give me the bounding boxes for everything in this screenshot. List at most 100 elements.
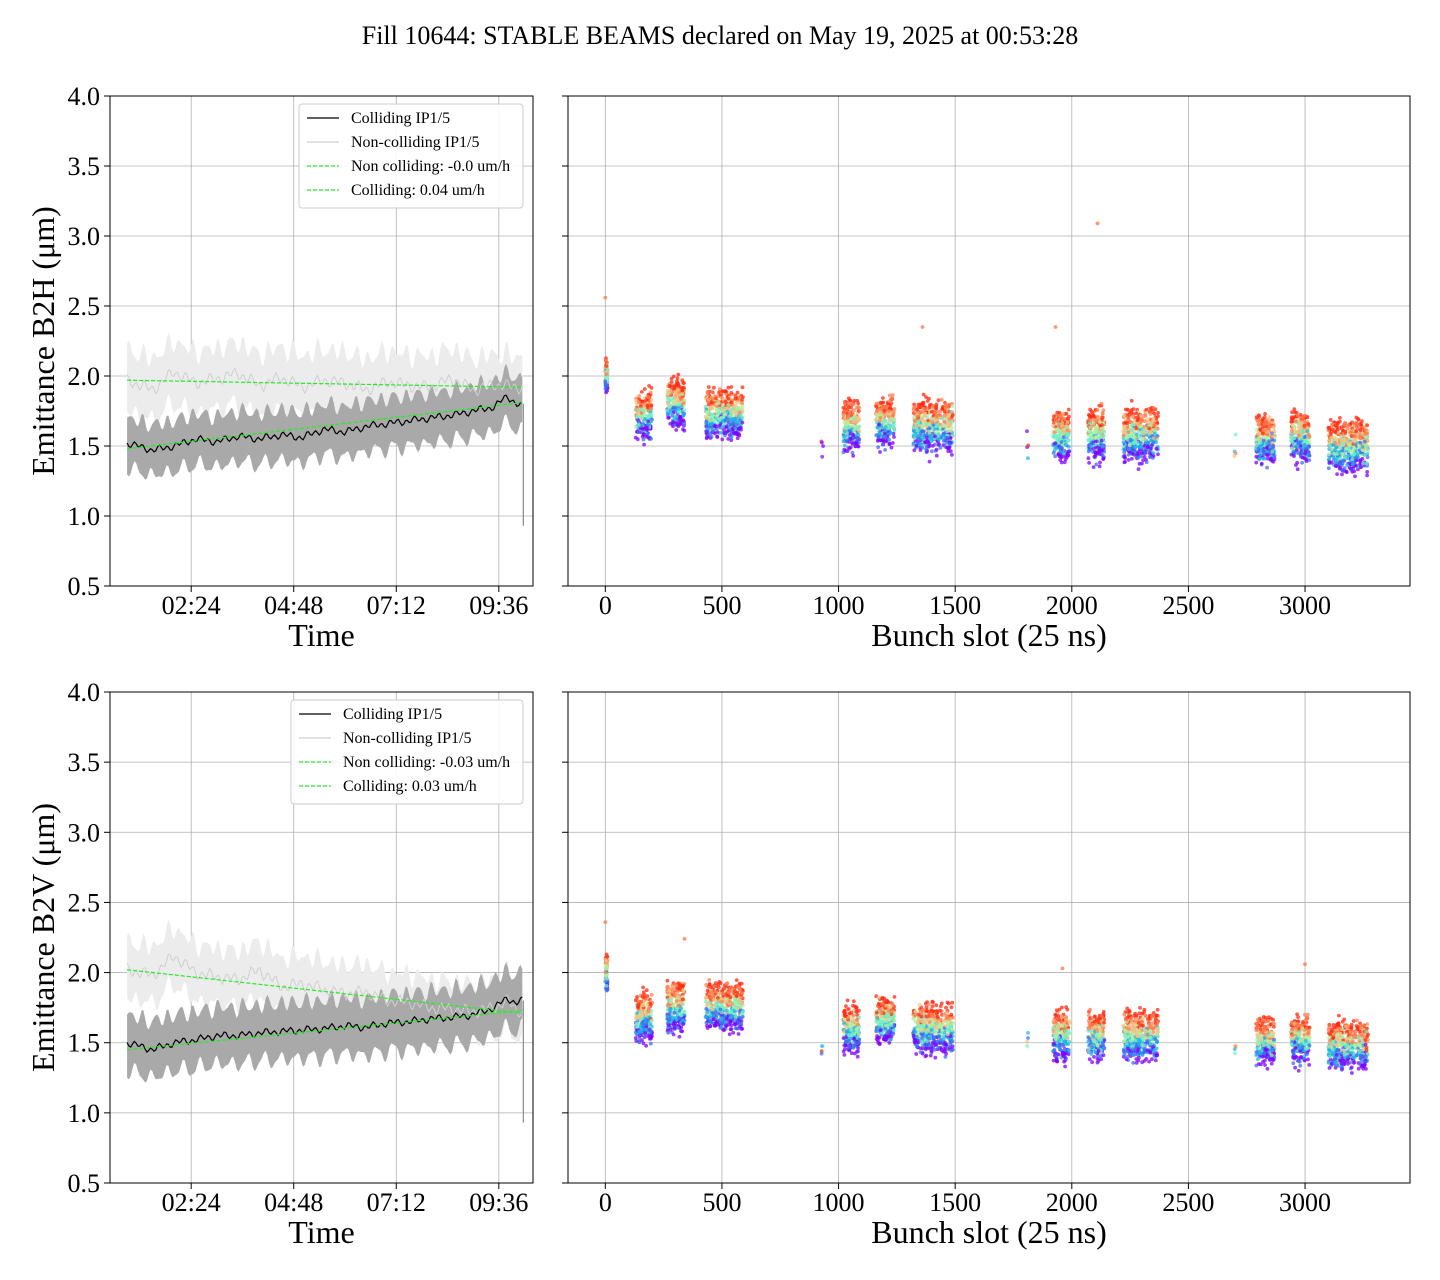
bunch-point xyxy=(1303,451,1308,456)
bunch-point xyxy=(733,1015,738,1019)
bunch-point xyxy=(715,414,719,419)
bunch-point xyxy=(848,445,853,450)
bunch-point xyxy=(1265,453,1270,458)
bunch-point xyxy=(680,392,684,397)
bunch-point xyxy=(1134,411,1138,416)
bunch-point xyxy=(889,445,894,450)
bunch-point xyxy=(924,422,929,427)
bunch-point xyxy=(1130,452,1135,456)
bunch-point xyxy=(1087,413,1091,417)
bunch-point xyxy=(911,425,916,430)
bunch-point xyxy=(1351,462,1355,467)
y-tick-label: 1.0 xyxy=(68,502,101,531)
bunch-point xyxy=(934,406,938,411)
bunch-point xyxy=(889,396,894,401)
bunch-point xyxy=(716,411,721,416)
bunch-point xyxy=(1121,440,1126,444)
bunch-point xyxy=(603,386,608,391)
bunch-point xyxy=(852,428,856,433)
bunch-point xyxy=(682,428,687,433)
bunch-point xyxy=(846,1007,851,1011)
bunch-point xyxy=(1089,409,1094,414)
bunch-point xyxy=(669,376,674,381)
bunch-point xyxy=(1127,413,1131,417)
bunch-point xyxy=(877,418,882,423)
bunch-point xyxy=(740,398,744,402)
bunch-point xyxy=(930,431,935,436)
bunch-point xyxy=(1087,461,1091,465)
bunch-point xyxy=(1266,426,1271,430)
bunch-point xyxy=(677,406,681,411)
bunch-point xyxy=(1342,439,1347,443)
bunch-point xyxy=(646,395,651,399)
bunch-point xyxy=(640,434,645,439)
bunch-point xyxy=(1263,412,1267,416)
bunch-point xyxy=(1062,448,1067,453)
bunch-point xyxy=(1051,424,1056,428)
bunch-point xyxy=(920,429,924,433)
bunch-point xyxy=(676,995,681,999)
x-tick-label: 0 xyxy=(599,1188,612,1217)
bunch-point xyxy=(915,415,920,419)
bunch-point xyxy=(912,402,916,407)
bunch-point xyxy=(712,385,716,390)
y-tick-label: 2.0 xyxy=(68,959,101,988)
bunch-point xyxy=(680,1029,685,1034)
bunch-point xyxy=(1099,433,1104,438)
bunch-point xyxy=(674,405,678,410)
bunch-point xyxy=(1330,422,1335,427)
bunch-point xyxy=(1087,421,1092,425)
bunch-point xyxy=(892,995,897,999)
bunch-point xyxy=(727,1010,732,1015)
bunch-point xyxy=(921,436,926,440)
bunch-point xyxy=(681,412,686,417)
x-tick-label: 02:24 xyxy=(162,591,221,620)
bunch-point xyxy=(1270,431,1274,436)
bunch-point xyxy=(912,448,917,453)
bunch-point xyxy=(641,437,646,442)
bunch-point xyxy=(714,396,718,401)
bunch-point xyxy=(841,412,846,417)
bunch-point xyxy=(1100,453,1105,458)
bunch-point xyxy=(727,433,732,437)
bunch-point xyxy=(845,438,850,442)
bunch-point xyxy=(845,416,850,421)
noncolliding-band xyxy=(127,331,523,433)
outlier-point xyxy=(920,325,925,329)
bunch-point xyxy=(722,1028,726,1033)
bunch-point xyxy=(1267,439,1272,444)
bunch-point xyxy=(714,424,718,429)
bunch-point xyxy=(849,424,854,428)
bunch-point xyxy=(855,1041,860,1045)
bunch-point xyxy=(1153,429,1157,433)
bunch-point xyxy=(1254,437,1258,442)
bunch-point xyxy=(848,398,852,403)
bunch-point xyxy=(845,426,849,430)
bunch-point xyxy=(1130,456,1134,461)
bunch-point xyxy=(891,410,896,415)
bunch-point xyxy=(920,446,925,450)
bunch-point xyxy=(710,991,714,995)
bunch-point xyxy=(672,384,676,389)
bunch-point xyxy=(649,1018,654,1023)
bunch-point xyxy=(603,973,608,978)
bunch-point xyxy=(1089,434,1093,438)
bunch-point xyxy=(847,1038,851,1043)
bunch-point xyxy=(604,358,608,363)
bunch-point xyxy=(649,403,654,408)
bunch-point xyxy=(713,1023,718,1028)
x-tick-label: 2500 xyxy=(1162,591,1214,620)
bunch-point xyxy=(1327,460,1332,465)
bunch-point xyxy=(881,396,885,400)
bunch-point xyxy=(1100,411,1105,416)
bunch-point xyxy=(1053,441,1058,446)
bunch-point xyxy=(1354,455,1358,460)
bunch-point xyxy=(674,428,679,432)
bunch-point xyxy=(1062,416,1067,421)
bunch-point xyxy=(847,412,852,416)
bunch-point xyxy=(1137,461,1142,466)
bunch-point xyxy=(717,406,722,411)
bunch-point xyxy=(1293,429,1297,434)
